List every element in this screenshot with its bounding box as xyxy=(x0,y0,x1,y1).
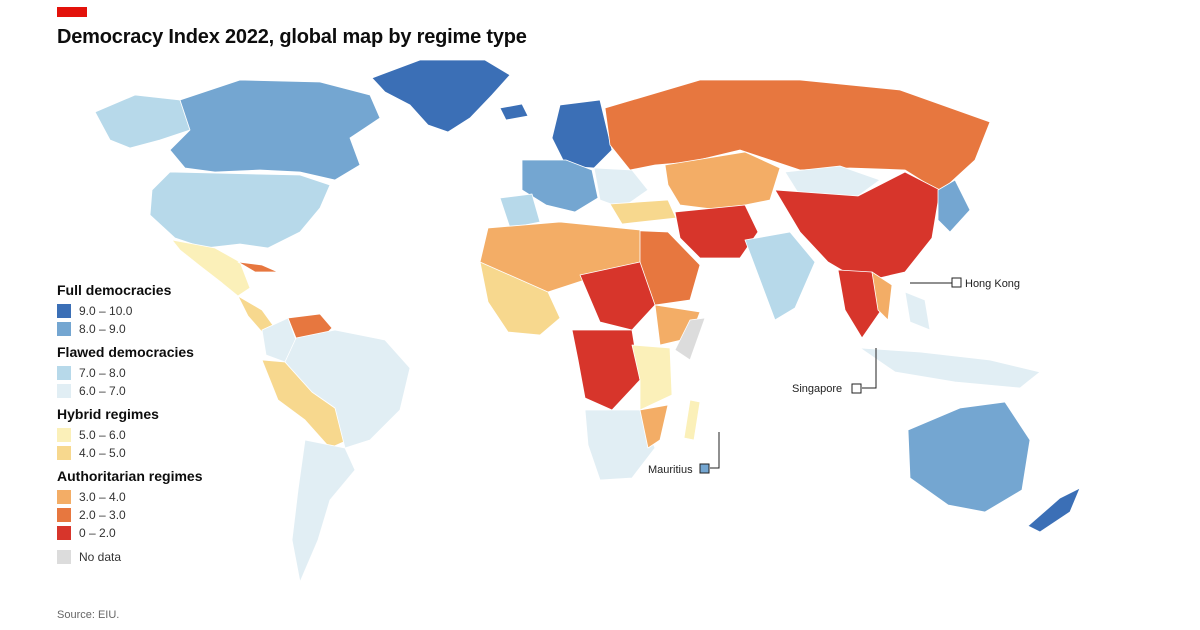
region-southern-cone xyxy=(291,439,356,583)
region-india xyxy=(744,231,816,321)
region-brazil xyxy=(284,329,411,449)
region-iran-afghanistan xyxy=(674,204,759,259)
legend-heading: Full democracies xyxy=(57,282,172,298)
region-mozambique xyxy=(639,404,669,449)
legend-group-full-democracies: Full democracies 9.0 – 10.0 8.0 – 9.0 xyxy=(57,282,277,338)
region-iceland xyxy=(499,103,529,121)
region-japan xyxy=(937,179,971,233)
legend-swatch xyxy=(57,304,71,318)
region-somalia-nodata xyxy=(674,317,706,361)
region-philippines xyxy=(904,291,931,331)
region-chad-sudan xyxy=(579,261,656,331)
region-central-africa xyxy=(571,329,641,411)
legend-swatch xyxy=(57,384,71,398)
region-usa xyxy=(149,171,331,249)
region-iberia xyxy=(499,193,541,229)
region-west-africa xyxy=(479,261,561,336)
region-australia xyxy=(907,401,1031,513)
legend-swatch xyxy=(57,526,71,540)
legend-label: 5.0 – 6.0 xyxy=(79,428,126,442)
legend-item: 6.0 – 7.0 xyxy=(57,382,277,400)
legend-item: 5.0 – 6.0 xyxy=(57,426,277,444)
region-greenland xyxy=(371,59,511,133)
region-china xyxy=(774,171,941,283)
callout-singapore: Singapore xyxy=(792,348,877,395)
region-canada xyxy=(169,79,381,181)
map-legend: Full democracies 9.0 – 10.0 8.0 – 9.0 Fl… xyxy=(57,282,277,566)
legend-item: 9.0 – 10.0 xyxy=(57,302,277,320)
legend-swatch xyxy=(57,490,71,504)
legend-swatch xyxy=(57,550,71,564)
region-alaska xyxy=(94,94,191,149)
legend-label: 6.0 – 7.0 xyxy=(79,384,126,398)
legend-group-hybrid-regimes: Hybrid regimes 5.0 – 6.0 4.0 – 5.0 xyxy=(57,406,277,462)
region-east-africa xyxy=(631,344,673,411)
region-southeast-asia xyxy=(837,269,881,339)
legend-label: 9.0 – 10.0 xyxy=(79,304,133,318)
legend-item: 8.0 – 9.0 xyxy=(57,320,277,338)
region-russia xyxy=(604,79,991,193)
region-madagascar xyxy=(683,399,701,441)
callout-label-mauritius: Mauritius xyxy=(648,464,693,476)
legend-item: 3.0 – 4.0 xyxy=(57,488,277,506)
legend-heading: Hybrid regimes xyxy=(57,406,159,422)
legend-group-authoritarian-regimes: Authoritarian regimes 3.0 – 4.0 2.0 – 3.… xyxy=(57,468,277,542)
map-title: Democracy Index 2022, global map by regi… xyxy=(57,26,527,48)
legend-label: 7.0 – 8.0 xyxy=(79,366,126,380)
legend-item-no-data: No data xyxy=(57,548,277,566)
region-indonesia xyxy=(859,347,1041,389)
legend-label: 2.0 – 3.0 xyxy=(79,508,126,522)
legend-heading: Authoritarian regimes xyxy=(57,468,203,484)
legend-swatch xyxy=(57,322,71,336)
legend-label: 8.0 – 9.0 xyxy=(79,322,126,336)
legend-label: No data xyxy=(79,550,122,564)
legend-swatch xyxy=(57,366,71,380)
legend-heading: Flawed democracies xyxy=(57,344,194,360)
legend-item: 2.0 – 3.0 xyxy=(57,506,277,524)
callout-label-hong-kong: Hong Kong xyxy=(965,278,1020,290)
region-new-zealand xyxy=(1027,487,1081,533)
region-turkey xyxy=(609,199,677,225)
region-eastern-europe xyxy=(593,167,649,209)
legend-item: 7.0 – 8.0 xyxy=(57,364,277,382)
legend-item: 0 – 2.0 xyxy=(57,524,277,542)
legend-item: 4.0 – 5.0 xyxy=(57,444,277,462)
legend-swatch xyxy=(57,508,71,522)
legend-label: 4.0 – 5.0 xyxy=(79,446,126,460)
callout-hong-kong: Hong Kong xyxy=(910,277,1020,290)
legend-label: 3.0 – 4.0 xyxy=(79,490,126,504)
callout-label-singapore: Singapore xyxy=(792,383,842,395)
brand-bar xyxy=(57,7,87,17)
region-vietnam xyxy=(871,271,893,321)
legend-label: 0 – 2.0 xyxy=(79,526,116,540)
legend-swatch xyxy=(57,428,71,442)
source-note: Source: EIU. xyxy=(57,609,120,621)
region-cuba xyxy=(237,261,279,273)
legend-group-flawed-democracies: Flawed democracies 7.0 – 8.0 6.0 – 7.0 xyxy=(57,344,277,400)
region-scandinavia xyxy=(551,99,613,169)
callout-mauritius: Mauritius xyxy=(648,432,720,476)
legend-swatch xyxy=(57,446,71,460)
region-western-europe xyxy=(521,159,599,213)
